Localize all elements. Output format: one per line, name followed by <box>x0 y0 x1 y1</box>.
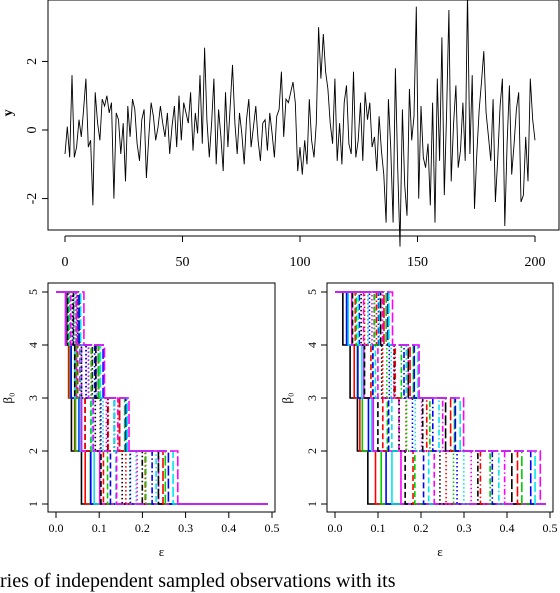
y-tick-label: 3 <box>26 395 40 401</box>
step-curve <box>335 291 546 505</box>
step-curve <box>56 291 268 505</box>
x-tick-label: 0 <box>62 255 69 270</box>
y-tick-label: 1 <box>305 501 319 507</box>
y-tick-label: 2 <box>25 58 40 65</box>
y-tick-label: 0 <box>25 127 40 134</box>
step-curve <box>335 291 546 505</box>
y-axis: 1 2 3 4 5 β₀ <box>0 289 48 507</box>
step-curve <box>56 291 268 505</box>
beta0-vs-epsilon-left-panel: 0.0 0.1 0.2 0.3 0.4 0.5 ε 1 2 3 4 5 β₀ <box>0 282 280 559</box>
x-axis-label: ε <box>437 544 443 559</box>
x-tick-label: 150 <box>407 255 428 270</box>
step-curve <box>335 291 546 505</box>
y-tick-label: 2 <box>305 448 319 454</box>
step-curve <box>56 291 268 505</box>
x-axis: 0.0 0.1 0.2 0.3 0.4 0.5 ε <box>49 512 280 559</box>
step-curve <box>335 291 546 505</box>
x-tick-label: 0.1 <box>92 521 107 535</box>
x-axis-label: ε <box>159 544 165 559</box>
caption-fragment: ries of independent sampled observations… <box>0 570 396 592</box>
x-tick-label: 50 <box>176 255 190 270</box>
y-tick-label: 3 <box>305 395 319 401</box>
x-tick-label: 0.4 <box>500 521 515 535</box>
y-axis-label: y <box>1 109 16 116</box>
y-tick-label: 5 <box>305 289 319 295</box>
series-line <box>64 0 536 247</box>
x-axis: 0 50 100 150 200 <box>62 235 546 270</box>
x-tick-label: 0.3 <box>178 521 193 535</box>
step-curves <box>335 291 546 505</box>
x-tick-label: 0.2 <box>414 521 429 535</box>
step-curve <box>335 291 546 505</box>
x-tick-label: 0.0 <box>328 521 343 535</box>
x-tick-label: 0.4 <box>221 521 236 535</box>
step-curve <box>56 291 268 505</box>
x-tick-label: 0.0 <box>49 521 64 535</box>
y-tick-label: -2 <box>25 193 40 205</box>
x-tick-label: 0.5 <box>265 521 280 535</box>
step-curve <box>335 291 546 505</box>
x-tick-label: 100 <box>290 255 311 270</box>
beta0-vs-epsilon-right-panel: 0.0 0.1 0.2 0.3 0.4 0.5 ε 1 2 3 4 5 β₀ <box>279 282 558 559</box>
step-curve <box>335 291 546 505</box>
x-tick-label: 200 <box>525 255 546 270</box>
y-axis-label: β₀ <box>0 392 15 403</box>
x-tick-label: 0.5 <box>543 521 558 535</box>
x-axis: 0.0 0.1 0.2 0.3 0.4 0.5 ε <box>328 512 558 559</box>
step-curve <box>56 291 268 505</box>
y-tick-label: 2 <box>26 448 40 454</box>
y-axis-label: β₀ <box>279 392 294 403</box>
y-tick-label: 5 <box>26 289 40 295</box>
step-curves <box>56 291 268 505</box>
x-tick-label: 0.1 <box>371 521 386 535</box>
y-tick-label: 4 <box>305 342 319 348</box>
x-tick-label: 0.3 <box>457 521 472 535</box>
y-tick-label: 4 <box>26 342 40 348</box>
plot-frame <box>47 0 560 231</box>
step-curve <box>335 291 546 505</box>
step-curve <box>335 291 546 505</box>
y-tick-label: 1 <box>26 501 40 507</box>
y-axis: -2024y <box>1 58 48 205</box>
y-axis: 1 2 3 4 5 β₀ <box>279 289 327 507</box>
x-tick-label: 0.2 <box>135 521 150 535</box>
